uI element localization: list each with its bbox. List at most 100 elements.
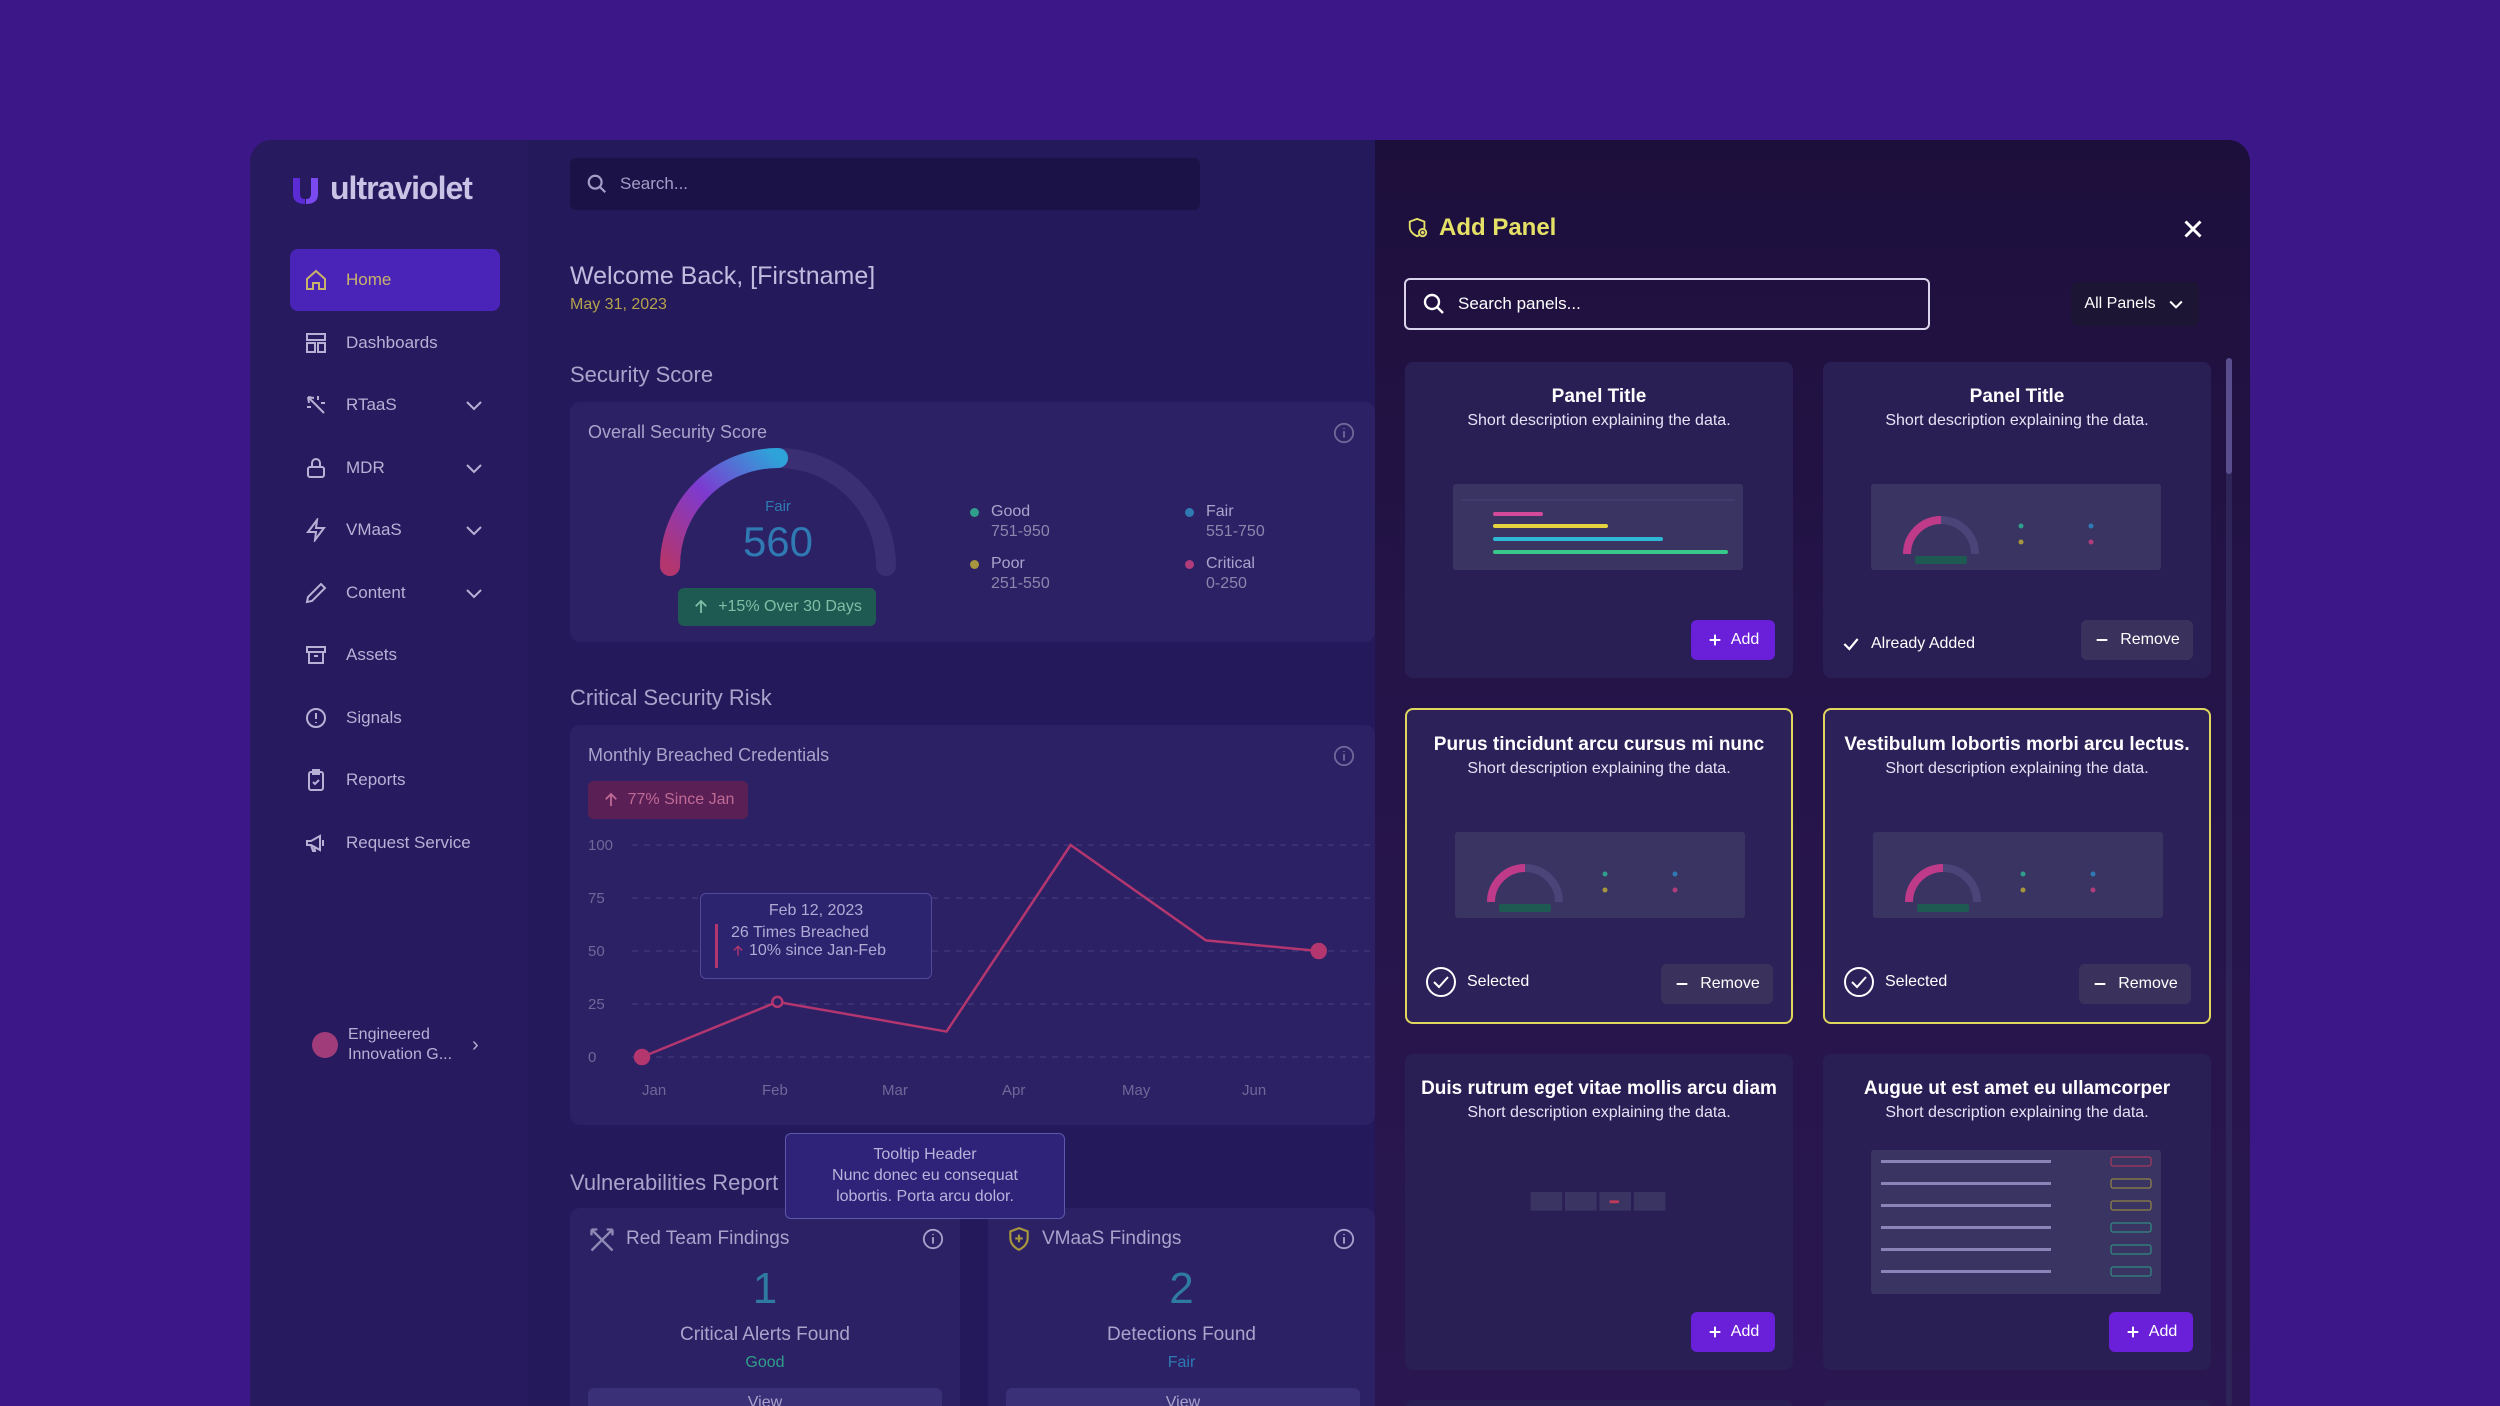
ultraviolet-logo-icon [293, 177, 318, 204]
data-point [771, 995, 784, 1009]
legend-range: 0-250 [1206, 575, 1247, 592]
remove-button[interactable]: Remove [2081, 620, 2193, 660]
org-avatar [312, 1032, 338, 1058]
info-icon[interactable] [1333, 422, 1355, 444]
sidebar-item-content[interactable]: Content [290, 562, 500, 624]
chevron-down-icon[interactable] [462, 581, 486, 605]
sidebar-item-mdr[interactable]: MDR [290, 437, 500, 499]
brand-name: ultraviolet [330, 170, 473, 206]
add-button[interactable]: Add [2109, 1312, 2193, 1352]
chevron-down-icon[interactable] [462, 518, 486, 542]
sidebar-item-assets[interactable]: Assets [290, 624, 500, 686]
finding-count: 2 [1169, 1264, 1194, 1313]
info-icon[interactable] [1333, 745, 1355, 767]
logo[interactable]: ultraviolet [290, 170, 473, 207]
gauge-value: 560 [742, 518, 814, 565]
sidebar-item-home[interactable]: Home [290, 249, 500, 311]
remove-button[interactable]: Remove [2079, 964, 2191, 1004]
panel-card[interactable]: Duis rutrum eget vitae mollis arcu diam … [1405, 1054, 1793, 1370]
close-icon[interactable] [2178, 214, 2208, 244]
panel-card-selected[interactable]: Vestibulum lobortis morbi arcu lectus. S… [1823, 708, 2211, 1024]
main-content: Search... Welcome Back, [Firstname] May … [528, 140, 1375, 1406]
org-switcher[interactable]: Engineered Innovation G... › [312, 1025, 479, 1065]
legend-label: Poor [991, 555, 1025, 572]
search-icon [587, 174, 607, 194]
check-circle-icon [1844, 967, 1874, 997]
info-icon[interactable] [1333, 1228, 1355, 1250]
legend-label: Fair [1206, 503, 1234, 520]
tooltip-marker [715, 924, 718, 968]
x-tick-label: Jun [1242, 1082, 1266, 1099]
search-input[interactable]: Search... [570, 158, 1200, 210]
sidebar-item-label: Content [346, 582, 406, 602]
add-button[interactable]: Add [1691, 1312, 1775, 1352]
current-date: May 31, 2023 [570, 296, 667, 313]
panel-preview-list [1871, 1150, 2161, 1294]
sidebar-item-rtaas[interactable]: RTaaS [290, 374, 500, 436]
sidebar-item-dashboards[interactable]: Dashboards [290, 312, 500, 374]
add-panel-drawer: Add Panel Search panels... All Panels Pa… [1375, 140, 2250, 1406]
panel-card-selected[interactable]: Purus tincidunt arcu cursus mi nunc Shor… [1405, 708, 1793, 1024]
panel-card[interactable] [1405, 1400, 1793, 1406]
org-name: Engineered Innovation G... [348, 1026, 453, 1063]
add-button-label: Add [1730, 1323, 1760, 1340]
add-button[interactable]: Add [1691, 620, 1775, 660]
red-team-findings-card: Red Team Findings 1 Critical Alerts Foun… [570, 1208, 960, 1406]
add-button-label: Add [1730, 631, 1760, 648]
sidebar-item-label: MDR [346, 457, 385, 477]
panel-filter-dropdown[interactable]: All Panels [2071, 282, 2199, 326]
breached-credentials-card: Monthly Breached Credentials 77% Since J… [570, 725, 1375, 1125]
tooltip-line-1: 26 Times Breached [731, 924, 869, 941]
legend-range: 251-550 [991, 575, 1050, 592]
section-title-critical-risk: Critical Security Risk [570, 685, 772, 710]
remove-button[interactable]: Remove [1661, 964, 1773, 1004]
panel-preview-gauge [1455, 832, 1745, 918]
drawer-title: Add Panel [1407, 214, 1556, 242]
scrollbar-track[interactable] [2226, 358, 2232, 1406]
panel-card-title: Panel Title [1551, 386, 1647, 407]
panel-card[interactable]: Panel Title Short description explaining… [1823, 362, 2211, 678]
panel-card[interactable]: Augue ut est amet eu ullamcorper Short d… [1823, 1054, 2211, 1370]
sidebar-item-label: VMaaS [346, 520, 402, 539]
archive-icon [306, 646, 326, 664]
sidebar-item-signals[interactable]: Signals [290, 687, 500, 749]
panel-card[interactable]: Panel Title Short description explaining… [1405, 362, 1793, 678]
sidebar-item-label: Signals [346, 707, 402, 727]
shield-plus-icon [1408, 217, 1428, 238]
sidebar-item-label: Home [346, 270, 392, 289]
remove-button-label: Remove [1700, 975, 1760, 992]
clipboard-icon [308, 769, 324, 791]
tooltip-line-2-wrap: 10% since Jan-Feb [731, 942, 931, 960]
x-tick-label: Jan [642, 1082, 666, 1099]
info-icon[interactable] [922, 1228, 944, 1250]
x-tick-label: May [1122, 1082, 1151, 1099]
scrollbar-thumb[interactable] [2226, 358, 2232, 474]
finding-status: Fair [1167, 1354, 1196, 1371]
pencil-icon [305, 582, 327, 603]
view-button[interactable]: View [588, 1388, 942, 1406]
x-tick-label: Apr [1002, 1082, 1025, 1099]
tooltip-line-2: 10% since Jan-Feb [749, 942, 886, 959]
y-tick-label: 75 [588, 890, 605, 907]
panel-card[interactable] [1823, 1400, 2211, 1406]
legend-dot [1185, 560, 1194, 569]
panel-card-title: Vestibulum lobortis morbi arcu lectus. [1844, 734, 2190, 755]
panel-card-desc: Short description explaining the data. [1467, 760, 1731, 777]
chevron-down-icon[interactable] [462, 393, 486, 417]
section-title-vulns: Vulnerabilities Report [570, 1170, 779, 1195]
arrow-up-icon [733, 945, 743, 956]
crossed-swords-icon [590, 1228, 614, 1252]
score-trend-badge: +15% Over 30 Days [678, 588, 876, 626]
sidebar-item-vmaas[interactable]: VMaaS [290, 499, 500, 561]
plus-icon [1709, 1326, 1721, 1338]
sidebar-item-label: Request Service [346, 832, 471, 852]
sidebar-item-request-service[interactable]: Request Service [290, 812, 500, 874]
sidebar-item-reports[interactable]: Reports [290, 749, 500, 811]
minus-icon [1676, 983, 1688, 985]
vmaas-findings-card: VMaaS Findings 2 Detections Found Fair V… [988, 1208, 1375, 1406]
view-button[interactable]: View [1006, 1388, 1360, 1406]
panel-search-input[interactable]: Search panels... [1404, 278, 1930, 330]
chart-tooltip: Feb 12, 2023 26 Times Breached 10% since… [700, 893, 932, 979]
chevron-down-icon[interactable] [462, 456, 486, 480]
chevron-down-icon [2169, 300, 2183, 309]
